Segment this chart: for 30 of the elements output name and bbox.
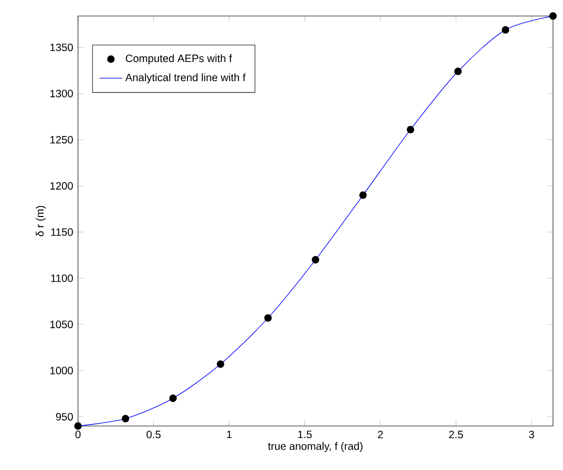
legend-label: Analytical trend line with f xyxy=(125,73,246,84)
x-tick-label: 2.5 xyxy=(449,430,463,438)
x-tick-label: 0.5 xyxy=(146,430,161,438)
x-tick-label: 0 xyxy=(75,430,81,438)
point xyxy=(74,422,82,430)
point xyxy=(312,256,320,264)
point xyxy=(359,191,367,199)
y-tick-label: 1150 xyxy=(51,228,73,236)
point xyxy=(122,414,130,422)
point xyxy=(264,314,272,322)
y-tick-label: 1250 xyxy=(50,136,73,144)
x-tick-label: 1 xyxy=(227,430,232,438)
point xyxy=(406,126,414,134)
point xyxy=(216,360,224,368)
x-axis-title: true anomaly, f (rad) xyxy=(268,442,362,452)
point xyxy=(454,68,462,76)
y-tick-label: 1200 xyxy=(50,182,73,190)
y-tick-label: 1050 xyxy=(50,320,73,328)
x-tick-label: 2 xyxy=(378,430,383,438)
x-tick-label: 1.5 xyxy=(298,430,312,438)
y-tick-label: 950 xyxy=(56,412,73,421)
y-tick-label: 1000 xyxy=(50,366,73,374)
x-tick-label: 3 xyxy=(529,430,534,438)
y-tick-label: 1350 xyxy=(50,44,73,52)
y-tick-label: 1300 xyxy=(50,90,73,98)
legend-label: Computed AEPs with f xyxy=(126,54,232,64)
y-tick-label: 1100 xyxy=(51,274,73,282)
point xyxy=(502,26,510,34)
point xyxy=(169,394,177,402)
y-axis-title: δ r (m) xyxy=(36,206,46,236)
